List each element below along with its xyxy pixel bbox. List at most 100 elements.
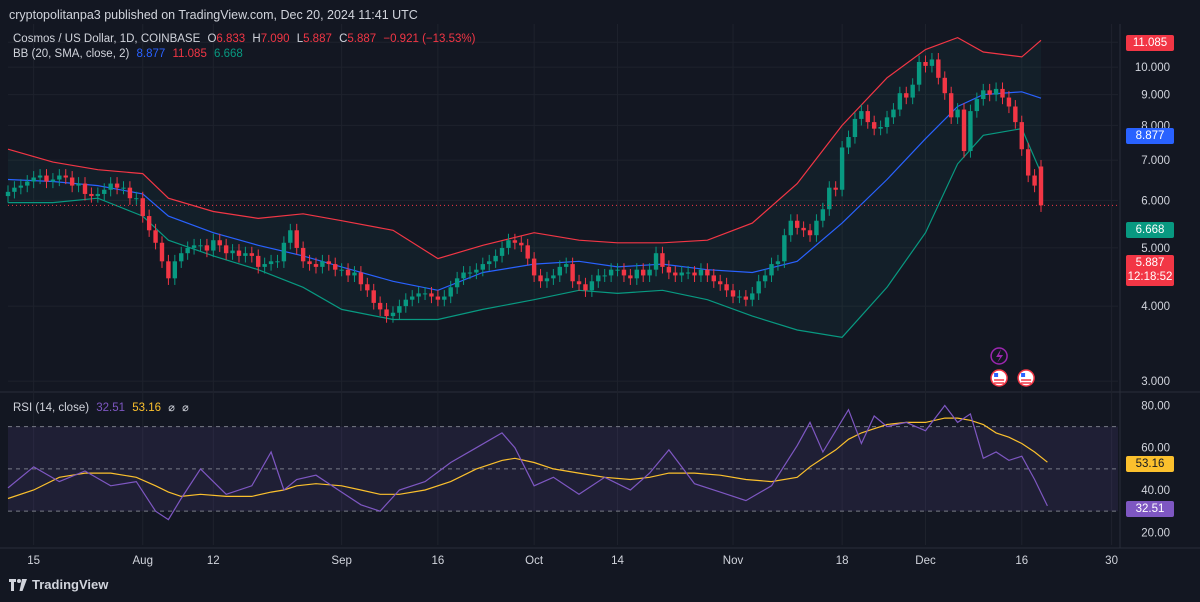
candle-body — [1032, 175, 1037, 186]
candle-body — [506, 240, 511, 248]
candle-body — [589, 281, 595, 291]
candle-body — [95, 193, 101, 197]
candle-body — [583, 284, 588, 291]
candle-body — [692, 272, 697, 276]
candle-body — [230, 250, 235, 254]
candle-body — [955, 109, 960, 118]
candle-body — [339, 269, 344, 271]
candle-body — [1013, 106, 1018, 123]
candle-body — [69, 177, 75, 186]
bb-lower-value: 6.668 — [214, 48, 243, 60]
candle-body — [249, 253, 255, 256]
candle-body — [608, 269, 614, 276]
time-axis-label: Sep — [331, 555, 351, 567]
candle-body — [711, 275, 716, 282]
bb-legend[interactable]: BB (20, SMA, close, 2) 8.877 11.085 6.66… — [13, 48, 247, 60]
candle-body — [82, 183, 88, 194]
candle-body — [531, 258, 537, 276]
candle-body — [1000, 88, 1005, 98]
candle-body — [166, 261, 171, 279]
candle-body — [63, 175, 68, 178]
candle-body — [698, 269, 704, 276]
rsi-legend[interactable]: RSI (14, close) 32.51 53.16 ⌀ ⌀ — [13, 401, 193, 414]
candle-body — [121, 187, 126, 189]
candle-body — [89, 193, 94, 197]
rsi-axis-label: 40.00 — [1141, 485, 1170, 497]
high-value: 7.090 — [260, 33, 290, 45]
candle-body — [717, 281, 723, 285]
candle-body — [807, 230, 813, 236]
candle-body — [564, 264, 569, 267]
candle-body — [942, 77, 947, 94]
candle-body — [18, 185, 24, 188]
candle-body — [114, 183, 120, 188]
footer: TradingView — [0, 570, 1200, 602]
candle-body — [602, 275, 607, 277]
rsi-tag: 32.51 — [1126, 501, 1174, 517]
candle-body — [172, 261, 178, 279]
bb-basis-value: 8.877 — [136, 48, 166, 60]
candle-body — [756, 281, 761, 294]
tradingview-logo-icon — [9, 578, 27, 591]
candle-body — [948, 93, 954, 118]
chart-svg[interactable]: 15Aug12Sep16Oct14Nov18Dec163011.00010.00… — [0, 0, 1200, 570]
candle-body — [871, 122, 877, 129]
candle-body — [827, 187, 832, 210]
header-bar: cryptopolitanpa3 published on TradingVie… — [0, 0, 1200, 30]
candle-body — [782, 235, 787, 262]
candle-body — [878, 126, 883, 129]
rsi-axis-label: 20.00 — [1141, 527, 1170, 539]
candle-body — [403, 299, 409, 307]
price-axis-label: 7.000 — [1141, 155, 1170, 167]
candle-body — [127, 187, 133, 199]
candle-body — [140, 198, 145, 217]
candle-body — [551, 275, 556, 279]
candle-body — [666, 266, 672, 273]
candle-body — [884, 117, 890, 127]
candle-body — [25, 181, 30, 186]
candle-body — [557, 266, 562, 276]
candle-body — [596, 275, 601, 282]
bb-upper-tag: 11.085 — [1126, 35, 1174, 51]
tradingview-logo[interactable]: TradingView — [9, 577, 108, 592]
candle-body — [987, 90, 992, 95]
candle-body — [647, 269, 652, 276]
hidden-plot-icon[interactable]: ⌀ — [182, 402, 189, 414]
candle-body — [422, 293, 428, 295]
main-legend[interactable]: Cosmos / US Dollar, 1D, COINBASE O6.833 … — [13, 33, 479, 45]
bb-label: BB (20, SMA, close, 2) — [13, 48, 130, 60]
candle-body — [750, 293, 755, 300]
candle-body — [467, 272, 473, 274]
rsi-ma-value: 53.16 — [132, 402, 162, 414]
candle-body — [923, 62, 928, 66]
candle-body — [570, 264, 575, 282]
candle-body — [981, 90, 986, 100]
bar-countdown: 12:18:52 — [1127, 271, 1173, 283]
candle-body — [859, 111, 864, 119]
candle-body — [442, 296, 447, 300]
candle-body — [236, 250, 242, 256]
time-axis-label: Aug — [133, 555, 153, 567]
candle-body — [345, 269, 351, 276]
time-axis-label: Dec — [915, 555, 936, 567]
candle-body — [5, 191, 11, 197]
candle-body — [474, 269, 479, 273]
candle-body — [268, 261, 274, 265]
time-axis-label: 14 — [611, 555, 624, 567]
candle-body — [730, 290, 736, 297]
candle-body — [390, 312, 396, 317]
candle-body — [198, 245, 203, 247]
bb-upper-line — [7, 36, 1042, 260]
hidden-plot-icon[interactable]: ⌀ — [168, 402, 175, 414]
candle-body — [775, 261, 781, 265]
bb-lower-line — [8, 127, 1042, 338]
candle-body — [262, 264, 267, 267]
candle-body — [621, 269, 627, 276]
candle-body — [1038, 166, 1044, 206]
bb-lower-tag: 6.668 — [1126, 222, 1174, 238]
candle-body — [916, 62, 922, 85]
candle-body — [724, 284, 729, 291]
candle-body — [737, 296, 742, 298]
price-axis-label: 10.000 — [1135, 62, 1170, 74]
bb-fill — [8, 37, 1041, 338]
